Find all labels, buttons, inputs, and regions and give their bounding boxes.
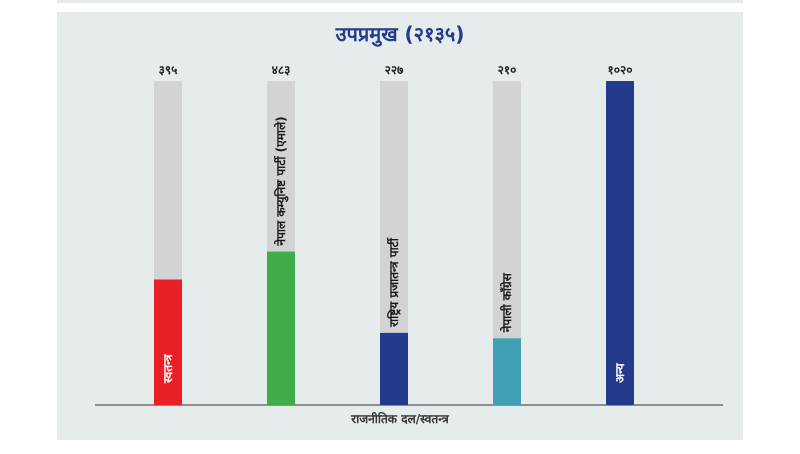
bar (267, 251, 295, 405)
category-label: राष्ट्रिय प्रजातन्त्र पार्टी (387, 237, 401, 328)
bar-chart: ३९५ स्वतन्त्र ४८३ नेपाल कम्युनिष्ट पार्टी (… (95, 63, 723, 406)
value-label: २२७ (385, 63, 404, 77)
category-label: नेपाली काँग्रेस (500, 272, 514, 333)
value-label: २१० (498, 63, 517, 77)
value-label: ३९५ (159, 63, 178, 77)
category-label: अन्य (613, 362, 627, 383)
value-label: १०२० (608, 63, 633, 77)
chart-panel: उपप्रमुख (२१३५) ३९५ स्वतन्त्र ४८३ नेपाल कम्… (57, 12, 743, 440)
category-label: स्वतन्त्र (161, 353, 175, 384)
bar (493, 338, 521, 405)
top-rule (57, 0, 743, 3)
category-label: नेपाल कम्युनिष्ट पार्टी (एमाले) (274, 116, 289, 246)
bar (380, 332, 408, 405)
bar (606, 81, 634, 405)
chart-title: उपप्रमुख (२१३५) (335, 22, 465, 46)
x-axis-label: राजनीतिक दल/स्वतन्त्र (351, 412, 449, 426)
bar (154, 279, 182, 405)
value-label: ४८३ (272, 63, 291, 77)
